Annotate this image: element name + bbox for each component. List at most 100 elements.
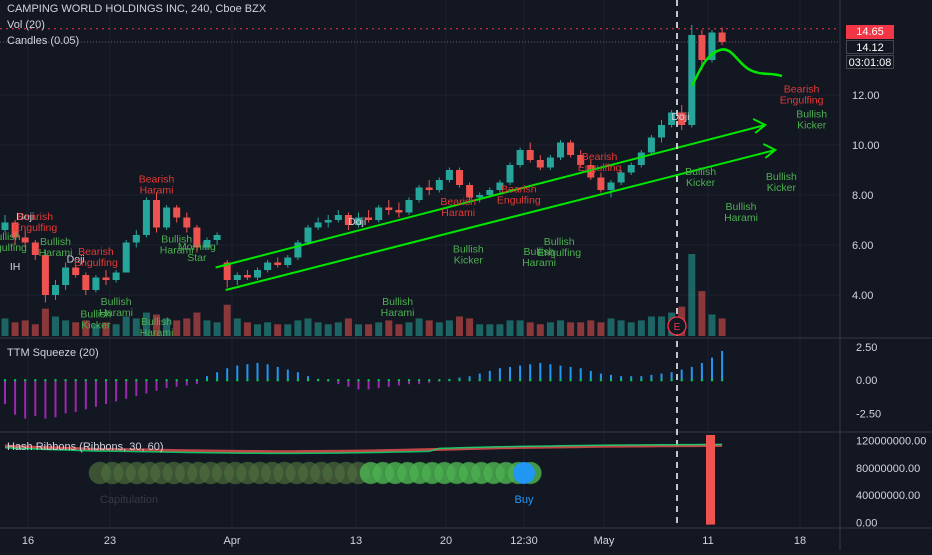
ttm-squeeze-dot [165, 378, 168, 382]
volume-bar [385, 320, 393, 336]
pattern-label: Doji [67, 254, 85, 266]
ttm-squeeze-dot [306, 378, 310, 382]
pattern-label: Harami [381, 307, 415, 319]
candle [617, 172, 625, 183]
pattern-label: Bearish [17, 211, 53, 223]
last-price-tag: 14.65 [846, 25, 894, 39]
volume-bar [102, 322, 110, 336]
ttm-squeeze-dot [347, 378, 350, 382]
volume-bar [31, 324, 39, 336]
pattern-label: Engulfing [13, 222, 57, 234]
candle [637, 152, 645, 165]
pattern-label: Kicker [686, 177, 716, 189]
ttm-squeeze-dot [64, 378, 67, 382]
ttm-squeeze-dot [609, 378, 613, 382]
trendline [215, 124, 766, 269]
pattern-label: Harami [441, 207, 475, 219]
volume-bar [405, 322, 413, 336]
candle [173, 207, 181, 218]
pattern-label: Kicker [767, 182, 797, 194]
pattern-label: Bullish [161, 234, 192, 246]
volume-bar [1, 318, 9, 336]
volume-bar [516, 320, 524, 336]
volume-bar [183, 318, 191, 336]
volume-bar [233, 318, 241, 336]
ttm-squeeze-dot [256, 378, 259, 382]
pattern-label: Bearish [784, 84, 820, 96]
candle [577, 155, 585, 165]
ttm-squeeze-dot [468, 378, 471, 382]
pattern-label: Harami [39, 247, 73, 259]
pattern-label: Bearish [440, 196, 476, 208]
candle [526, 150, 534, 160]
volume-bar [546, 322, 554, 336]
volume-bar [41, 308, 49, 336]
price-tick-label: 10.00 [852, 140, 880, 152]
candle [122, 242, 130, 273]
volume-bar [324, 324, 332, 336]
ttm-squeeze-dot [549, 378, 552, 382]
candle [183, 217, 191, 228]
pattern-label: Kicker [454, 255, 484, 267]
ttm-squeeze-dot [215, 378, 219, 382]
volume-bar [153, 314, 160, 336]
ttm-squeeze-dot [387, 378, 390, 382]
pattern-label: Bearish [582, 151, 618, 163]
ttm-squeeze-dot [205, 378, 209, 382]
pattern-label: Bearish [78, 246, 114, 258]
candle [132, 235, 140, 243]
ttm-squeeze-dot [660, 378, 663, 382]
volume-bar [223, 304, 231, 336]
candle [385, 207, 393, 210]
ttm-squeeze-dot [508, 378, 512, 382]
ttm-squeeze-dot [397, 378, 401, 382]
pattern-label: Kicker [81, 320, 111, 332]
volume-bar [476, 324, 484, 336]
candle [62, 267, 70, 285]
pattern-label: Harami [99, 307, 133, 319]
candle [21, 237, 29, 243]
earnings-label: E [674, 322, 681, 333]
time-tick-label: 16 [22, 535, 34, 547]
ttm-squeeze-dot [337, 378, 340, 382]
candle [304, 227, 312, 243]
price-tick-label: 8.00 [852, 190, 873, 202]
time-tick-label: 11 [702, 535, 713, 547]
buy-signal-label: Buy [515, 494, 534, 506]
ttm-squeeze-dot [44, 378, 47, 382]
ttm-squeeze-dot [276, 378, 279, 382]
candle [52, 285, 59, 295]
trendline-arrow [762, 143, 778, 159]
ttm-squeeze-dot [296, 378, 300, 382]
ttm-squeeze-dot [367, 378, 370, 382]
volume-bar [567, 322, 575, 336]
candle [213, 235, 221, 240]
ttm-squeeze-dot [589, 378, 592, 382]
chart-title: CAMPING WORLD HOLDINGS INC, 240, Cboe BZ… [7, 3, 267, 15]
volume-bar [344, 318, 352, 336]
volume-bar [274, 324, 282, 336]
ttm-squeeze-dot [630, 378, 633, 382]
ttm-squeeze-dot [246, 378, 249, 382]
ttm-squeeze-dot [74, 378, 77, 382]
candle [567, 142, 575, 155]
candle [395, 210, 403, 213]
pattern-label: Engulfing [0, 242, 27, 254]
candle [11, 222, 19, 238]
volume-bar [355, 324, 362, 336]
pattern-label: Harami [522, 257, 556, 269]
pattern-label: Bullish [685, 166, 716, 178]
volume-bar [132, 318, 140, 336]
hash-ribbon-slow [4, 443, 723, 454]
countdown-tag: 03:01:08 [846, 55, 894, 69]
hash-tick-label: 80000000.00 [856, 463, 920, 475]
volume-bar [254, 324, 261, 336]
volume-bar [11, 322, 19, 336]
pattern-label: Bullish [80, 309, 111, 321]
buy-signal-bubble [513, 462, 535, 484]
candle [405, 200, 413, 213]
ttm-squeeze-dot [529, 378, 532, 382]
pattern-label: Harami [160, 245, 194, 257]
